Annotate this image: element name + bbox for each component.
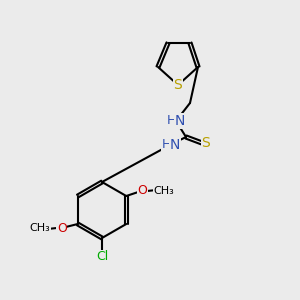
Text: O: O bbox=[137, 184, 147, 197]
Text: H: H bbox=[161, 139, 171, 152]
Text: CH₃: CH₃ bbox=[29, 223, 50, 233]
Text: CH₃: CH₃ bbox=[154, 186, 175, 196]
Text: O: O bbox=[57, 221, 67, 235]
Text: S: S bbox=[202, 136, 210, 150]
Text: Cl: Cl bbox=[96, 250, 108, 263]
Text: S: S bbox=[174, 78, 182, 92]
Text: N: N bbox=[175, 114, 185, 128]
Text: N: N bbox=[170, 138, 180, 152]
Text: H: H bbox=[166, 115, 176, 128]
